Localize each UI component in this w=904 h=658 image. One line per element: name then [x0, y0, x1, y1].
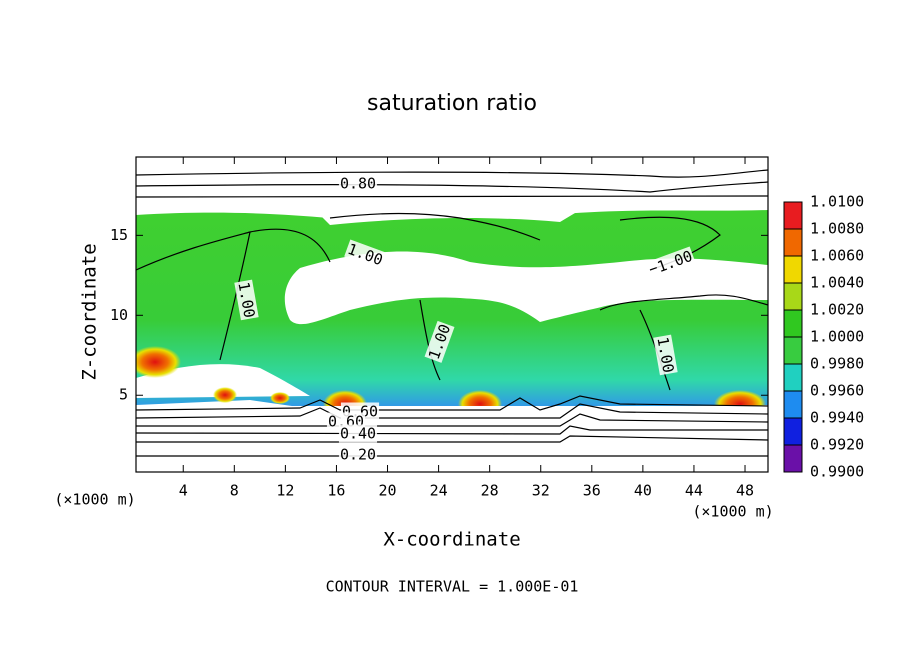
colorbar-segment [784, 364, 802, 391]
colorbar-tick-label: 1.0060 [810, 247, 864, 265]
colorbar-tick-label: 0.9920 [810, 436, 864, 454]
plot-frame [135, 156, 769, 473]
y-tick-label: 15 [110, 226, 128, 244]
x-tick-label: 20 [378, 482, 396, 500]
contour-label-bg [338, 174, 378, 193]
x-tick-label: 36 [583, 482, 601, 500]
x-tick-label: 48 [736, 482, 754, 500]
colorbar-segment [784, 445, 802, 472]
y-tick-label: 10 [110, 306, 128, 324]
contour-label: 1.00 [234, 281, 258, 320]
contour-label-bg [653, 334, 678, 376]
colorbar-segment [784, 337, 802, 364]
x-unit-label: (×1000 m) [692, 503, 773, 521]
colorbar-tick-label: 0.9900 [810, 463, 864, 481]
footnote: CONTOUR INTERVAL = 1.000E-01 [326, 578, 579, 596]
x-tick-label: 44 [685, 482, 703, 500]
colorbar-tick-label: 0.9940 [810, 409, 864, 427]
colorbar-tick-label: 1.0020 [810, 301, 864, 319]
colorbar-segment [784, 391, 802, 418]
x-tick-label: 32 [532, 482, 550, 500]
x-tick-label: 24 [430, 482, 448, 500]
contour-label-bg [344, 239, 387, 270]
y-axis-label: Z-coordinate [79, 243, 101, 380]
colorbar-tick-label: 1.0100 [810, 193, 864, 211]
contour-label: 0.40 [340, 425, 376, 443]
contour-label-bg [234, 279, 259, 321]
x-tick-label: 16 [327, 482, 345, 500]
y-tick-label: 5 [119, 386, 128, 404]
colorbar-segment [784, 418, 802, 445]
colorbar-tick-label: 1.0080 [810, 220, 864, 238]
colorbar-segment [784, 283, 802, 310]
contour-label-bg [424, 320, 455, 363]
x-tick-label: 12 [276, 482, 294, 500]
contour-label: 1.00 [653, 336, 677, 375]
colorbar-tick-label: 1.0040 [810, 274, 864, 292]
chart-title: saturation ratio [367, 91, 537, 116]
field [136, 157, 768, 472]
contour-label: 0.80 [340, 175, 376, 193]
colorbar-segment [784, 229, 802, 256]
x-axis-label: X-coordinate [383, 529, 520, 551]
contour-label-bg [338, 424, 378, 443]
colorbar-segment [784, 310, 802, 337]
y-unit-label: (×1000 m) [54, 491, 135, 509]
contour-label-bg [653, 246, 696, 277]
contour-label-bg [338, 445, 378, 464]
colorbar-segment [784, 202, 802, 229]
contour-label: 0.20 [340, 446, 376, 464]
x-tick-label: 28 [481, 482, 499, 500]
x-tick-label: 40 [634, 482, 652, 500]
colorbar-tick-label: 0.9980 [810, 355, 864, 373]
x-tick-label: 4 [179, 482, 188, 500]
colorbar-tick-label: 0.9960 [810, 382, 864, 400]
x-tick-label: 8 [230, 482, 239, 500]
colorbar-segment [784, 256, 802, 283]
colorbar-tick-label: 1.0000 [810, 328, 864, 346]
